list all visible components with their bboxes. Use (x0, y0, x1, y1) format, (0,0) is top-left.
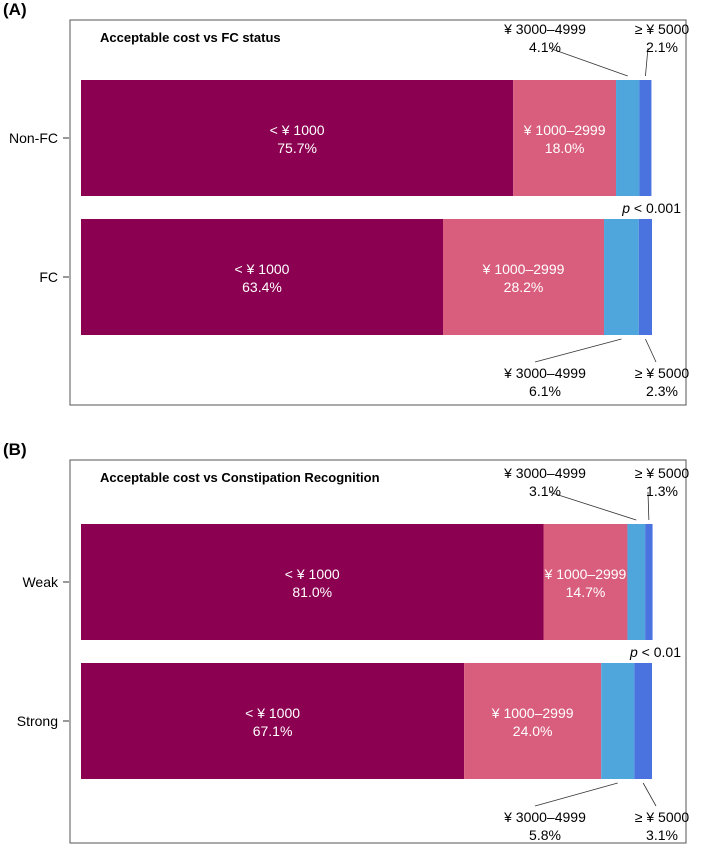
data-label: 2.3% (646, 383, 678, 399)
segment-label: ≥ ¥ 5000 (635, 21, 690, 37)
data-label: 63.4% (242, 279, 282, 295)
segment-label: ¥ 3000–4999 (503, 465, 586, 481)
callout-line (645, 47, 649, 77)
segment-label: ≥ ¥ 5000 (635, 465, 690, 481)
data-label: 2.1% (646, 39, 678, 55)
panel-label: (A) (3, 0, 27, 19)
bar-segment (81, 80, 514, 196)
bar-segment (601, 663, 635, 779)
category-label: Strong (17, 713, 58, 729)
data-label: 6.1% (529, 383, 561, 399)
segment-label: ¥ 1000–2999 (544, 566, 627, 582)
data-label: 75.7% (277, 140, 317, 156)
panel-frame (69, 459, 687, 844)
callout-line (647, 491, 650, 521)
bar-segment (604, 219, 639, 335)
data-label: 81.0% (292, 584, 332, 600)
bar-segment (543, 524, 628, 640)
segment-label: < ¥ 1000 (270, 122, 325, 138)
category-label: Non-FC (9, 130, 58, 146)
bar-segment (639, 80, 652, 196)
data-label: 3.1% (646, 827, 678, 843)
segment-label: ¥ 3000–4999 (503, 365, 586, 381)
callout-line (645, 338, 657, 363)
category-label: FC (39, 269, 58, 285)
bar-segment (81, 219, 444, 335)
data-label: 28.2% (504, 279, 544, 295)
bar-segment (81, 663, 465, 779)
chart-title: Acceptable cost vs FC status (100, 30, 281, 45)
bar-segment (513, 80, 617, 196)
bar-segment (634, 663, 652, 779)
segment-label: ¥ 3000–4999 (503, 809, 586, 825)
bar-segment (645, 524, 653, 640)
category-label: Weak (22, 574, 59, 590)
bar-segment (464, 663, 602, 779)
data-label: 24.0% (513, 723, 553, 739)
segment-label: ¥ 1000–2999 (491, 705, 574, 721)
segment-label: ¥ 1000–2999 (482, 261, 565, 277)
data-label: 3.1% (529, 483, 561, 499)
panel-frame (69, 19, 687, 406)
callout-line (534, 782, 618, 807)
chart-title: Acceptable cost vs Constipation Recognit… (100, 470, 380, 485)
p-value: p < 0.001 (621, 200, 681, 216)
segment-label: ≥ ¥ 5000 (635, 365, 690, 381)
segment-label: ¥ 1000–2999 (523, 122, 606, 138)
segment-label: < ¥ 1000 (245, 705, 300, 721)
callout-line (548, 491, 637, 521)
callout-line (534, 338, 622, 363)
segment-label: ≥ ¥ 5000 (635, 809, 690, 825)
p-value: p < 0.01 (629, 644, 681, 660)
data-label: 1.3% (646, 483, 678, 499)
bar-segment (81, 524, 544, 640)
panel-label: (B) (3, 440, 27, 459)
segment-label: < ¥ 1000 (235, 261, 290, 277)
data-label: 18.0% (545, 140, 585, 156)
callout-line (548, 47, 628, 77)
segment-label: ¥ 3000–4999 (503, 21, 586, 37)
bar-segment (616, 80, 640, 196)
bar-segment (627, 524, 646, 640)
callout-line (642, 782, 657, 807)
segment-label: < ¥ 1000 (285, 566, 340, 582)
data-label: 67.1% (253, 723, 293, 739)
data-label: 4.1% (529, 39, 561, 55)
data-label: 5.8% (529, 827, 561, 843)
data-label: 14.7% (566, 584, 606, 600)
bar-segment (443, 219, 605, 335)
bar-segment (638, 219, 652, 335)
